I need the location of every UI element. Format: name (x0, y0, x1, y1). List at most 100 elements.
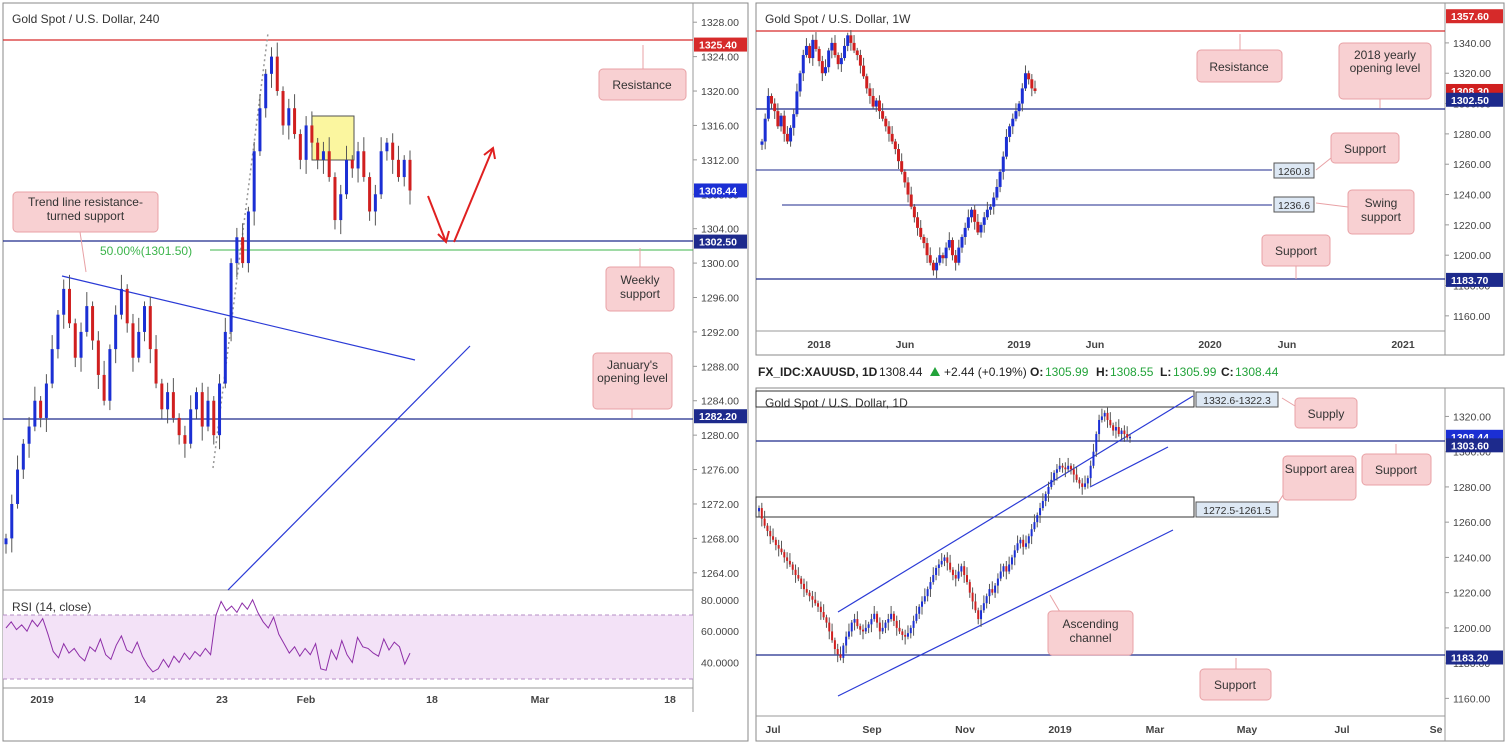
price-tag (694, 234, 747, 249)
candle-body (904, 634, 907, 637)
candle-body (776, 111, 780, 127)
h4-candles (4, 42, 412, 554)
candle-body (859, 626, 862, 630)
weekly-callout-resistance: Resistance (1196, 34, 1283, 83)
candle-body (831, 631, 834, 641)
candle-body (849, 35, 853, 43)
candle-body (977, 610, 980, 620)
h4-price-tags: 1325.40 1308.44 1302.50 1282.20 (694, 37, 747, 424)
candle-body (1039, 508, 1042, 516)
candle-body (814, 599, 817, 604)
candle-body (281, 91, 285, 126)
y-tick-label: 1320.00 (701, 86, 739, 98)
price-tag (1446, 9, 1503, 24)
candle-body (842, 645, 845, 658)
svg-text:C:: C: (1221, 365, 1234, 379)
candle-body (368, 177, 372, 212)
candle-body (327, 151, 331, 178)
candle-body (836, 55, 840, 65)
y-tick-label: 1280.00 (1453, 482, 1491, 494)
candle-body (1030, 529, 1033, 537)
price-tag (694, 37, 747, 52)
daily-panel-frame (755, 387, 1505, 742)
candle-body (960, 236, 964, 248)
candle-body (900, 161, 904, 172)
h4-down-arrow (427, 195, 447, 243)
candle-body (1098, 419, 1101, 435)
rsi-tick-label: 80.0000 (701, 595, 739, 607)
candle-body (874, 100, 878, 107)
candle-body (994, 585, 997, 593)
daily-last-price: 1308.44 (879, 365, 923, 379)
candle-body (895, 620, 898, 628)
daily-chart-title: Gold Spot / U.S. Dollar, 1D (765, 396, 908, 410)
candle-body (811, 39, 815, 59)
daily-callout-channel: Ascending channel (1047, 594, 1134, 656)
h4-callout-weekly-support: Weekly support (605, 248, 675, 312)
price-tag (694, 183, 747, 198)
candle-body (1010, 557, 1013, 565)
candle-body (878, 622, 881, 632)
candle-body (881, 627, 884, 632)
candle-body (1084, 483, 1087, 487)
candle-body (79, 331, 83, 358)
price-tag (1446, 650, 1503, 665)
price-tag (1446, 438, 1503, 453)
candle-body (114, 314, 118, 350)
candle-body (779, 115, 783, 127)
candle-body (906, 633, 909, 637)
y-tick-label: 1260.00 (1453, 159, 1491, 171)
candle-body (773, 103, 777, 112)
candle-body (1053, 472, 1056, 480)
candle-body (1022, 539, 1025, 547)
y-tick-label: 1160.00 (1453, 311, 1490, 323)
rsi-title: RSI (14, close) (12, 600, 91, 614)
svg-text:1272.5-1261.5: 1272.5-1261.5 (1203, 505, 1271, 517)
candle-body (1086, 478, 1089, 484)
candle-body (212, 400, 216, 436)
candle-body (200, 392, 204, 427)
candle-body (892, 613, 895, 621)
candle-body (976, 221, 980, 233)
candle-body (769, 530, 772, 537)
candle-body (772, 536, 775, 540)
candle-body (1030, 79, 1034, 89)
y-tick-label: 1320.00 (1453, 68, 1491, 80)
y-tick-label: 1264.00 (701, 568, 739, 580)
candle-body (929, 582, 932, 590)
candle-body (916, 217, 920, 228)
candle-body (971, 592, 974, 602)
x-tick-label: Jul (765, 724, 780, 736)
candle-body (957, 247, 961, 263)
candle-body (1103, 412, 1106, 417)
y-tick-label: 1240.00 (1453, 190, 1491, 202)
candle-body (1061, 465, 1064, 468)
candle-body (1014, 111, 1018, 119)
candle-body (1117, 427, 1120, 435)
candle-body (937, 564, 940, 568)
rsi-tick-label: 60.0000 (701, 626, 739, 638)
candle-body (811, 596, 814, 600)
candle-body (954, 255, 958, 263)
rsi-tick-label: 40.0000 (701, 658, 739, 670)
h4-chart-title: Gold Spot / U.S. Dollar, 240 (12, 12, 160, 26)
candle-body (795, 91, 799, 115)
x-tick-label: 2019 (1048, 724, 1072, 736)
candle-body (999, 571, 1002, 579)
candle-body (1050, 479, 1053, 487)
candle-body (1019, 539, 1022, 544)
candle-body (918, 606, 921, 614)
candle-body (800, 578, 803, 584)
y-tick-label: 1220.00 (1453, 220, 1491, 232)
candle-body (876, 613, 879, 623)
daily-high: 1308.55 (1110, 365, 1154, 379)
candle-body (1114, 427, 1117, 431)
candle-body (44, 383, 48, 418)
x-tick-label: Jun (1278, 339, 1297, 351)
candle-body (316, 142, 320, 160)
candle-body (982, 603, 985, 611)
candle-body (160, 383, 164, 410)
candle-body (898, 627, 901, 632)
candle-body (391, 142, 395, 160)
